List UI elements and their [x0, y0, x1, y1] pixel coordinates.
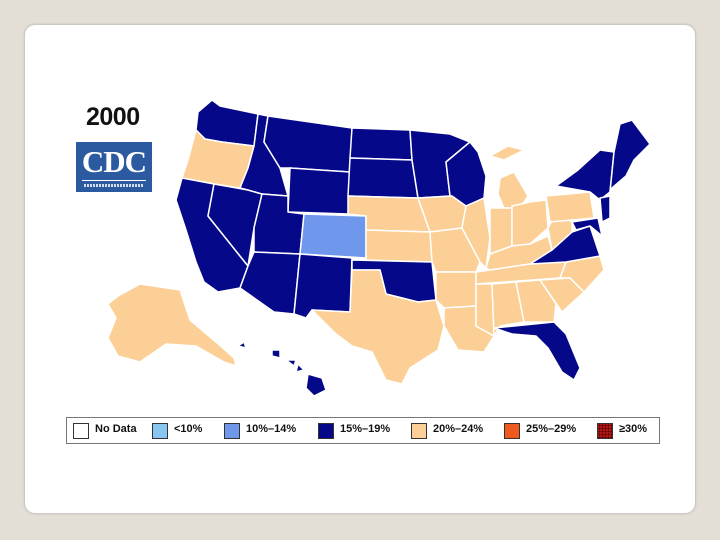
cdc-logo-rule — [82, 180, 146, 181]
state-mt — [263, 115, 353, 173]
cdc-logo: CDC — [76, 142, 152, 192]
state-sd — [347, 157, 419, 199]
legend-label: ≥30% — [619, 423, 648, 435]
state-pa — [545, 191, 595, 223]
state-ar — [435, 271, 477, 309]
state-hi — [237, 341, 327, 397]
legend-swatch — [411, 423, 427, 439]
state-ks — [365, 229, 433, 263]
legend-swatch — [504, 423, 520, 439]
state-tx — [311, 269, 445, 385]
legend-label: 25%–29% — [526, 423, 577, 435]
legend-swatch — [597, 423, 613, 439]
state-ms — [475, 283, 495, 337]
legend-label: 20%–24% — [433, 423, 484, 435]
map-legend: No Data <10% 10%–14% 15%–19% 20%–24% 25%–29% ≥… — [66, 417, 660, 444]
legend-label: 10%–14% — [246, 423, 297, 435]
legend-swatch — [152, 423, 168, 439]
state-ak — [107, 283, 237, 367]
year-title: 2000 — [86, 103, 140, 131]
state-fl — [493, 321, 581, 381]
state-nj — [599, 195, 611, 223]
state-mi — [489, 145, 529, 209]
legend-swatch — [318, 423, 334, 439]
legend-label: 15%–19% — [340, 423, 391, 435]
state-new-england — [609, 119, 651, 193]
legend-label: <10% — [174, 423, 203, 435]
legend-swatch — [73, 423, 89, 439]
state-co — [299, 213, 367, 259]
cdc-logo-text: CDC — [81, 144, 147, 179]
state-nd — [349, 127, 413, 161]
legend-label: No Data — [95, 423, 137, 435]
state-wy — [287, 167, 351, 215]
state-ga — [515, 279, 557, 323]
state-md — [571, 217, 603, 237]
cdc-logo-tagline — [84, 184, 144, 187]
state-nm — [293, 253, 353, 319]
legend-swatch — [224, 423, 240, 439]
